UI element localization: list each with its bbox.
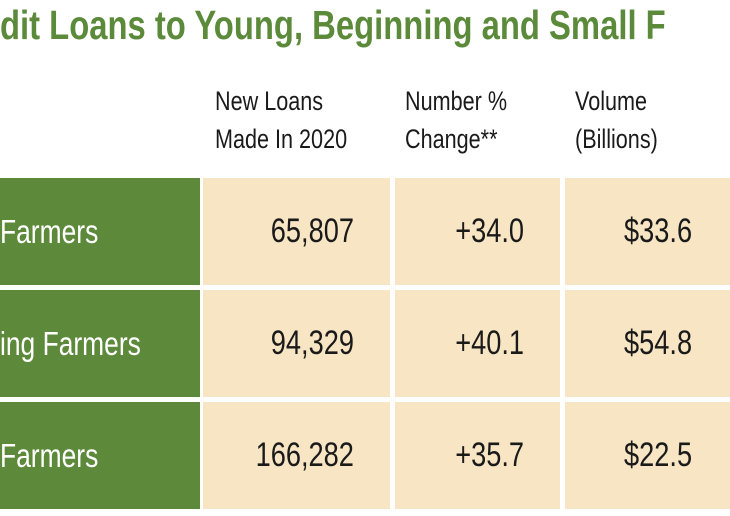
data-cell: +35.7 <box>395 402 560 509</box>
cell-value: 94,329 <box>270 324 354 362</box>
column-header: Change** <box>405 124 498 154</box>
column-header: Number % <box>405 86 508 116</box>
data-cell: +34.0 <box>395 178 560 285</box>
column-header: Made In 2020 <box>215 124 348 154</box>
data-cell: 94,329 <box>203 290 390 397</box>
row-label: Farmers <box>0 212 99 250</box>
row-label-cell: Farmers <box>0 402 200 509</box>
row-label-cell: Farmers <box>0 178 200 285</box>
cell-value: +35.7 <box>455 436 524 474</box>
row-label: ing Farmers <box>0 324 141 362</box>
data-cell: $22.5 <box>565 402 730 509</box>
column-header: Volume <box>575 86 648 116</box>
data-cell: 166,282 <box>203 402 390 509</box>
cell-value: +40.1 <box>455 324 524 362</box>
cell-value: 166,282 <box>255 436 354 474</box>
column-header: New Loans <box>215 86 324 116</box>
column-header: (Billions) <box>575 124 658 154</box>
data-cell: 65,807 <box>203 178 390 285</box>
cell-value: $33.6 <box>623 212 692 250</box>
cell-value: 65,807 <box>270 212 354 250</box>
cell-value: $54.8 <box>623 324 692 362</box>
data-cell: $54.8 <box>565 290 730 397</box>
cell-value: +34.0 <box>455 212 524 250</box>
row-label-cell: ing Farmers <box>0 290 200 397</box>
title: dit Loans to Young, Beginning and Small … <box>0 2 666 48</box>
cell-value: $22.5 <box>623 436 692 474</box>
data-cell: $33.6 <box>565 178 730 285</box>
row-label: Farmers <box>0 436 99 474</box>
data-cell: +40.1 <box>395 290 560 397</box>
